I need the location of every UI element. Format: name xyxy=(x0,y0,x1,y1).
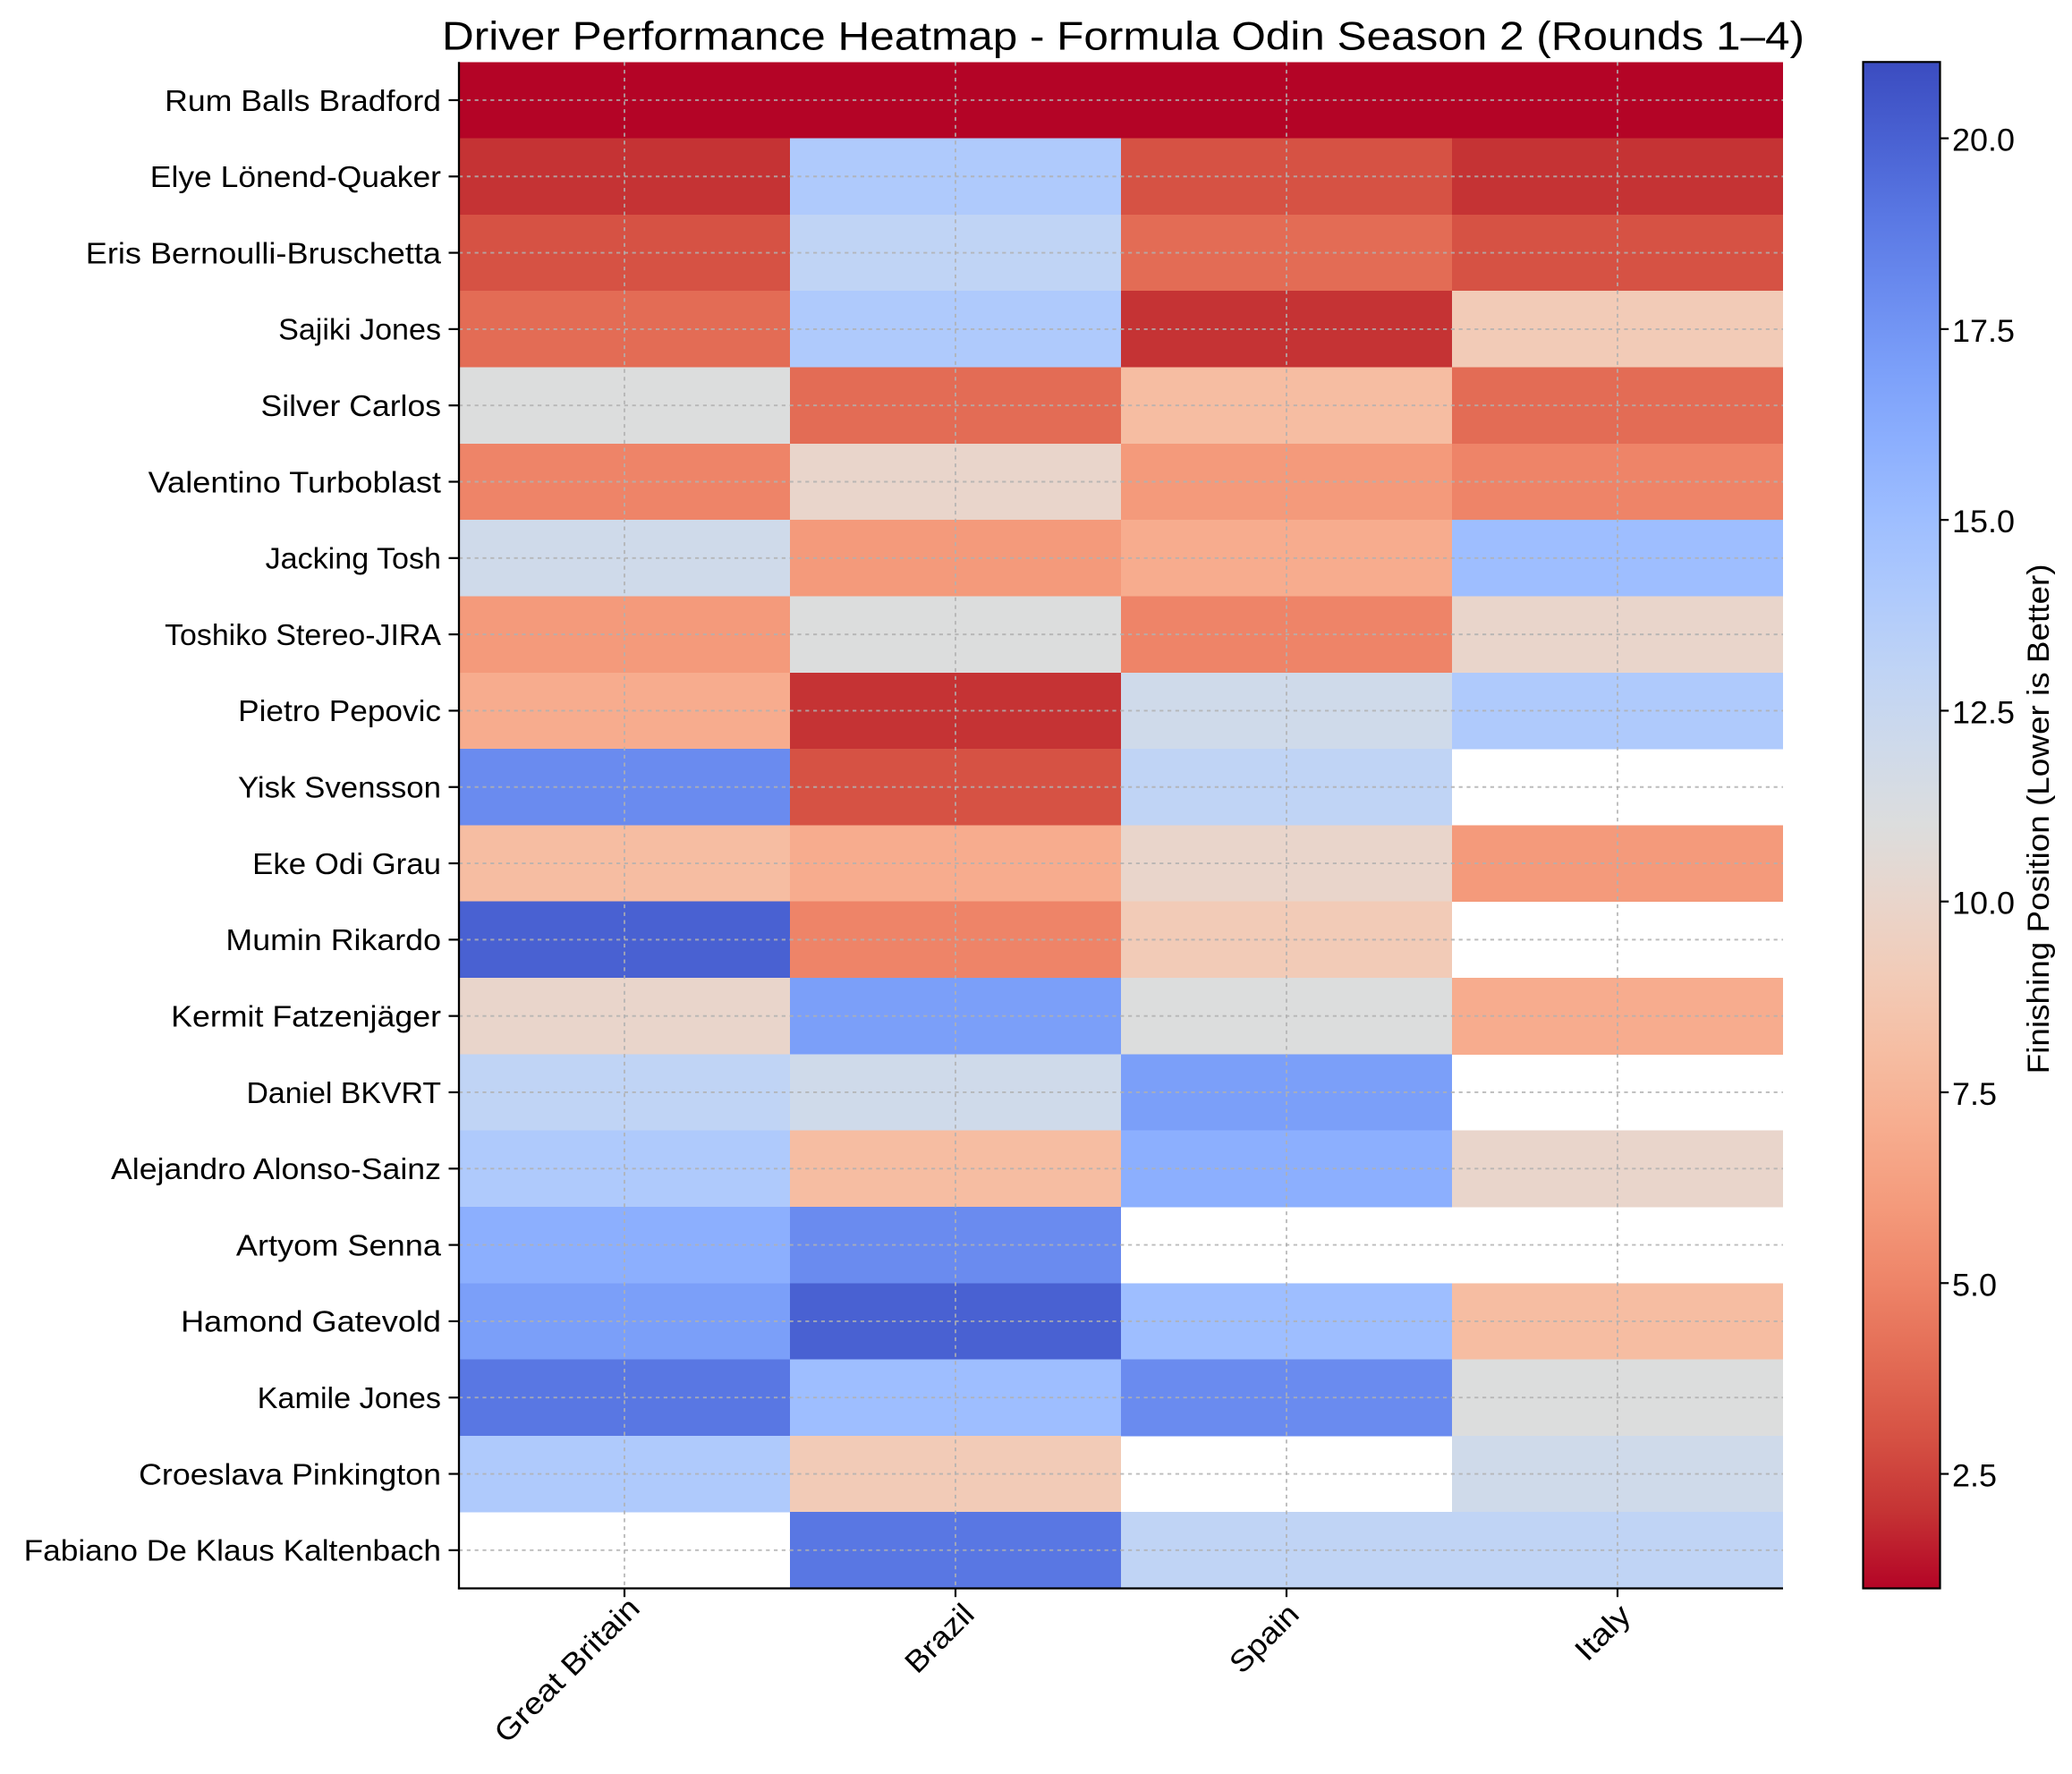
svg-text:10.0: 10.0 xyxy=(1952,887,2015,921)
svg-text:Valentino Turboblast: Valentino Turboblast xyxy=(149,465,441,498)
svg-text:Yisk Svensson: Yisk Svensson xyxy=(238,771,441,804)
svg-text:Fabiano De Klaus Kaltenbach: Fabiano De Klaus Kaltenbach xyxy=(24,1534,441,1567)
svg-text:Alejandro Alonso-Sainz: Alejandro Alonso-Sainz xyxy=(111,1152,441,1185)
svg-text:2.5: 2.5 xyxy=(1952,1459,1997,1494)
svg-text:Eris Bernoulli-Bruschetta: Eris Bernoulli-Bruschetta xyxy=(86,236,442,269)
svg-text:Sajiki Jones: Sajiki Jones xyxy=(278,313,441,346)
svg-text:20.0: 20.0 xyxy=(1952,123,2015,158)
svg-text:Kamile Jones: Kamile Jones xyxy=(258,1381,441,1414)
svg-text:Toshiko Stereo-JIRA: Toshiko Stereo-JIRA xyxy=(165,618,441,651)
svg-text:5.0: 5.0 xyxy=(1952,1268,1997,1303)
svg-text:Silver Carlos: Silver Carlos xyxy=(261,389,442,422)
svg-text:Driver Performance Heatmap - F: Driver Performance Heatmap - Formula Odi… xyxy=(442,15,1805,59)
svg-text:Pietro Pepovic: Pietro Pepovic xyxy=(238,694,441,727)
svg-text:Mumin Rikardo: Mumin Rikardo xyxy=(225,923,441,956)
svg-text:Hamond Gatevold: Hamond Gatevold xyxy=(181,1305,441,1338)
svg-text:Jacking Tosh: Jacking Tosh xyxy=(266,542,441,575)
svg-text:Elye Lönend-Quaker: Elye Lönend-Quaker xyxy=(150,160,441,193)
svg-text:Croeslava Pinkington: Croeslava Pinkington xyxy=(139,1457,441,1490)
svg-text:15.0: 15.0 xyxy=(1952,505,2015,539)
svg-text:Kermit Fatzenjäger: Kermit Fatzenjäger xyxy=(171,999,441,1032)
svg-text:7.5: 7.5 xyxy=(1952,1077,1997,1112)
svg-text:Finishing Position (Lower is B: Finishing Position (Lower is Better) xyxy=(2022,564,2056,1074)
svg-text:Rum Balls Bradford: Rum Balls Bradford xyxy=(165,84,441,117)
svg-text:17.5: 17.5 xyxy=(1952,314,2015,349)
svg-text:Artyom Senna: Artyom Senna xyxy=(236,1228,442,1261)
svg-text:12.5: 12.5 xyxy=(1952,695,2015,730)
svg-text:Eke Odi Grau: Eke Odi Grau xyxy=(252,847,441,880)
svg-text:Daniel BKVRT: Daniel BKVRT xyxy=(247,1076,442,1109)
